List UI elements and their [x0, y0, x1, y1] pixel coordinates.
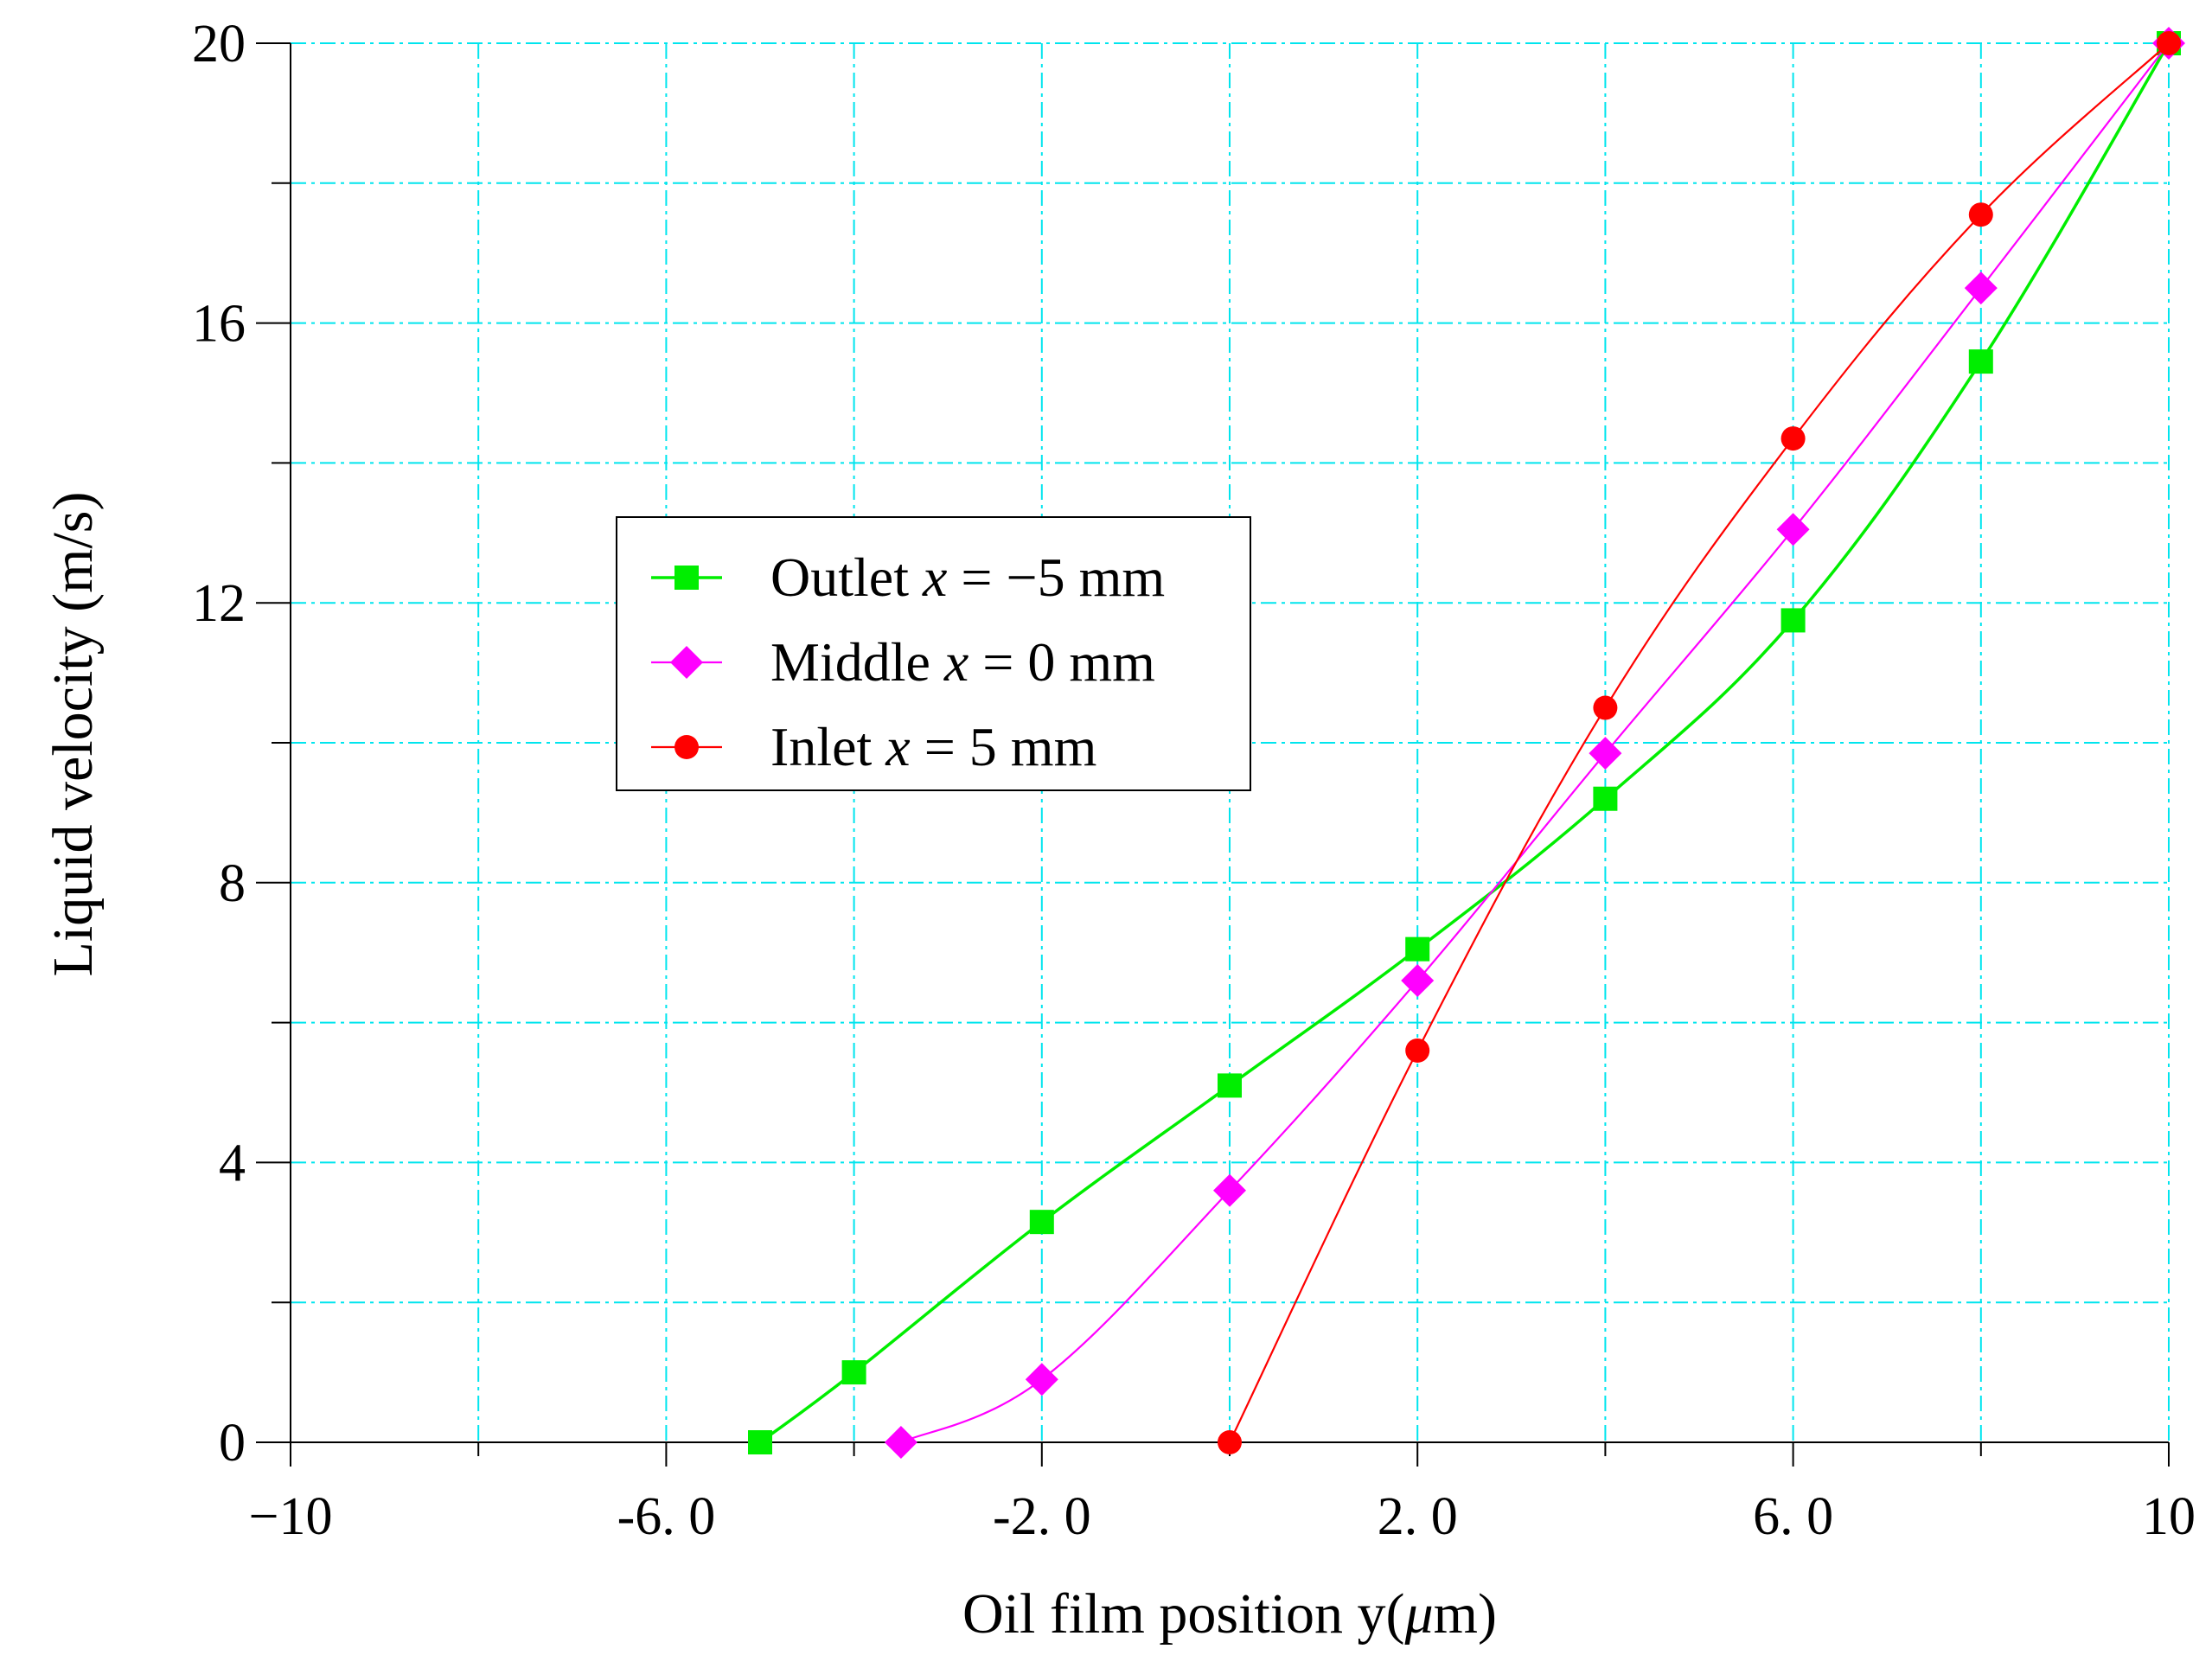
legend-item-middle: Middle x = 0 mm: [651, 631, 1155, 693]
data-point-outlet: [1780, 608, 1806, 633]
data-point-inlet: [1218, 1430, 1242, 1454]
x-axis-title-part: Oil film position y(: [962, 1582, 1405, 1646]
data-point-outlet: [1405, 936, 1430, 962]
series-inlet: [1218, 31, 2181, 1454]
legend-item-inlet: Inlet x = 5 mm: [651, 716, 1096, 777]
data-point-inlet: [1780, 426, 1806, 451]
legend-label-part: x: [943, 631, 969, 693]
x-axis-title: Oil film position y(μm): [962, 1582, 1497, 1646]
data-point-middle: [1964, 272, 1998, 305]
data-point-outlet: [748, 1430, 772, 1454]
legend-label-part: x: [885, 716, 910, 777]
series-group: [748, 27, 2185, 1459]
x-tick-label: 6. 0: [1753, 1487, 1833, 1546]
legend-label-part: Middle: [770, 631, 944, 693]
legend-label-part: x: [922, 546, 947, 608]
legend-item-outlet: Outlet x = −5 mm: [651, 546, 1165, 608]
data-point-inlet: [1593, 695, 1618, 720]
y-tick-label: 12: [192, 574, 246, 633]
data-point-outlet: [1218, 1073, 1242, 1098]
data-point-middle: [1589, 737, 1622, 770]
data-point-middle: [1776, 513, 1810, 546]
axes: −10 -6. 0 -2. 0 2. 0 6. 0 10 0 4 8 12 16 20 Oil film…: [42, 15, 2196, 1646]
data-point-outlet: [841, 1360, 866, 1385]
y-tick-label: 0: [219, 1414, 246, 1473]
x-tick-label: -2. 0: [993, 1487, 1091, 1546]
data-point-middle: [1025, 1363, 1058, 1396]
x-tick-label: 2. 0: [1378, 1487, 1458, 1546]
data-point-inlet: [1968, 202, 1993, 227]
series-line-middle: [900, 42, 2170, 1444]
legend-box: [616, 516, 1251, 791]
legend-label-part: Inlet: [770, 716, 885, 777]
data-point-inlet: [2157, 31, 2181, 55]
legend-label: Inlet x = 5 mm: [770, 716, 1096, 777]
x-axis-title-part: m): [1434, 1582, 1497, 1646]
data-point-middle: [884, 1426, 917, 1459]
y-axis-title: Liquid velocity (m/s): [42, 492, 105, 977]
x-tick-label: -6. 0: [617, 1487, 716, 1546]
legend-label: Middle x = 0 mm: [770, 631, 1155, 693]
x-axis-title-part: μ: [1404, 1582, 1434, 1646]
y-tick-label: 4: [219, 1134, 246, 1192]
y-tick-label: 8: [219, 854, 246, 913]
x-tick-label: −10: [249, 1487, 333, 1546]
legend-marker: [674, 566, 699, 590]
y-tick-label: 16: [192, 295, 246, 354]
legend-label-part: = 0 mm: [969, 631, 1155, 693]
legend-label-part: = −5 mm: [947, 546, 1165, 608]
data-point-outlet: [1593, 786, 1618, 811]
legend-label-part: Outlet: [770, 546, 923, 608]
series-line-outlet: [758, 42, 2170, 1444]
x-tick-label: 10: [2142, 1487, 2196, 1546]
data-point-middle: [1401, 964, 1435, 998]
legend-marker: [670, 646, 703, 679]
legend-label: Outlet x = −5 mm: [770, 546, 1165, 608]
data-point-outlet: [1968, 349, 1993, 374]
data-point-inlet: [1405, 1038, 1430, 1063]
data-point-outlet: [1029, 1210, 1054, 1235]
legend-label-part: = 5 mm: [911, 716, 1097, 777]
data-point-middle: [1213, 1173, 1246, 1207]
series-outlet: [748, 31, 2181, 1454]
y-tick-label: 20: [192, 15, 246, 73]
legend-marker: [674, 735, 699, 759]
